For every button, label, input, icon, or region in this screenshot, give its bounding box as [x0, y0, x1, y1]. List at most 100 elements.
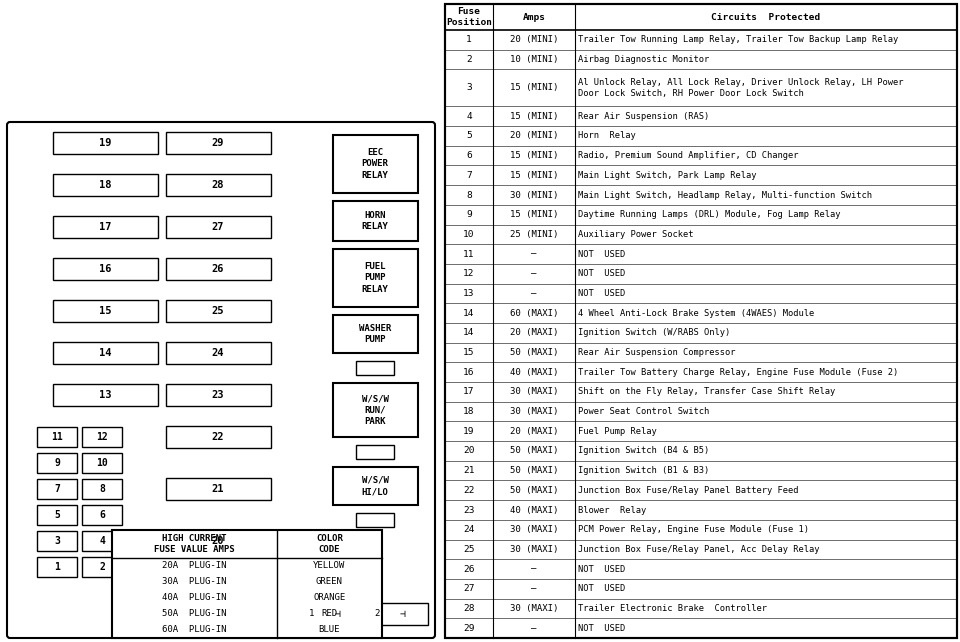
Text: 5: 5 [467, 132, 472, 141]
Text: W/S/W
HI/LO: W/S/W HI/LO [362, 476, 389, 496]
Text: 30 (MAXI): 30 (MAXI) [510, 407, 558, 416]
Text: 2: 2 [374, 609, 379, 618]
Bar [53, 342, 157, 364]
Bar [37, 531, 77, 551]
Text: 16: 16 [464, 368, 475, 377]
Text: 25: 25 [464, 545, 475, 554]
Bar [370, 603, 428, 625]
Text: 2: 2 [467, 55, 472, 64]
Text: 13: 13 [464, 289, 475, 298]
Text: FUEL
PUMP
RELAY: FUEL PUMP RELAY [362, 263, 389, 293]
Text: 4: 4 [467, 112, 472, 121]
Text: 3: 3 [54, 536, 60, 546]
Text: 22: 22 [464, 486, 475, 495]
Text: ORANGE: ORANGE [313, 593, 346, 602]
Text: Junction Box Fuse/Relay Panel, Acc Delay Relay: Junction Box Fuse/Relay Panel, Acc Delay… [578, 545, 820, 554]
Text: HORN
RELAY: HORN RELAY [362, 211, 389, 231]
Text: Trailer Tow Running Lamp Relay, Trailer Tow Backup Lamp Relay: Trailer Tow Running Lamp Relay, Trailer … [578, 35, 899, 44]
Text: 19: 19 [464, 427, 475, 436]
Bar [356, 513, 394, 527]
Bar [82, 427, 122, 447]
Bar [37, 453, 77, 473]
Text: NOT  USED: NOT USED [578, 564, 625, 573]
Text: 50 (MAXI): 50 (MAXI) [510, 466, 558, 475]
Text: RED: RED [322, 609, 337, 618]
Text: 21: 21 [464, 466, 475, 475]
Bar [165, 530, 271, 552]
Bar [53, 216, 157, 238]
Text: 29: 29 [464, 623, 475, 632]
Bar [445, 4, 957, 638]
Text: BLUE: BLUE [319, 625, 340, 634]
Bar [37, 557, 77, 577]
Text: 40A  PLUG-IN: 40A PLUG-IN [162, 593, 227, 602]
Text: 50 (MAXI): 50 (MAXI) [510, 348, 558, 357]
Text: 14: 14 [99, 348, 111, 358]
Text: 30 (MAXI): 30 (MAXI) [510, 604, 558, 613]
Text: 30 (MAXI): 30 (MAXI) [510, 545, 558, 554]
Text: NOT  USED: NOT USED [578, 623, 625, 632]
Text: 60A  PLUG-IN: 60A PLUG-IN [162, 625, 227, 634]
Text: NOT  USED: NOT USED [578, 269, 625, 278]
Text: 12: 12 [464, 269, 475, 278]
Text: Rear Air Suspension Compressor: Rear Air Suspension Compressor [578, 348, 735, 357]
Text: 1: 1 [309, 609, 314, 618]
Text: 20: 20 [464, 446, 475, 455]
Bar [332, 201, 418, 241]
Text: 30 (MAXI): 30 (MAXI) [510, 387, 558, 396]
Bar [356, 445, 394, 459]
Bar [332, 135, 418, 193]
Text: 25: 25 [212, 306, 225, 316]
Bar [82, 453, 122, 473]
Text: 15 (MINI): 15 (MINI) [510, 171, 558, 180]
Text: 28: 28 [464, 604, 475, 613]
Text: Trailer Electronic Brake  Controller: Trailer Electronic Brake Controller [578, 604, 767, 613]
Text: COLOR
CODE: COLOR CODE [316, 534, 343, 553]
Text: 20 (MINI): 20 (MINI) [510, 132, 558, 141]
Text: ⊣: ⊣ [400, 609, 406, 619]
Text: Junction Box Fuse/Relay Panel Battery Feed: Junction Box Fuse/Relay Panel Battery Fe… [578, 486, 799, 495]
Bar [305, 603, 363, 625]
Bar [82, 505, 122, 525]
Text: 29: 29 [212, 138, 225, 148]
Text: –: – [531, 250, 537, 259]
Text: Ignition Switch (W/RABS Only): Ignition Switch (W/RABS Only) [578, 328, 731, 337]
Text: ⊣: ⊣ [335, 609, 341, 619]
Text: 3: 3 [467, 83, 472, 92]
Bar [165, 478, 271, 500]
Text: NOT  USED: NOT USED [578, 250, 625, 259]
Text: 20 (MAXI): 20 (MAXI) [510, 328, 558, 337]
Bar [356, 361, 394, 375]
Text: 15 (MINI): 15 (MINI) [510, 151, 558, 160]
Bar [37, 505, 77, 525]
Text: 27: 27 [212, 222, 225, 232]
Text: 8: 8 [99, 484, 105, 494]
Bar [445, 4, 957, 638]
Text: 20A  PLUG-IN: 20A PLUG-IN [162, 562, 227, 571]
Text: 20: 20 [212, 536, 225, 546]
Text: 15 (MINI): 15 (MINI) [510, 112, 558, 121]
Text: 5: 5 [54, 510, 60, 520]
Text: 14: 14 [464, 328, 475, 337]
Text: 15 (MINI): 15 (MINI) [510, 210, 558, 219]
Text: Radio, Premium Sound Amplifier, CD Changer: Radio, Premium Sound Amplifier, CD Chang… [578, 151, 799, 160]
Text: 4: 4 [99, 536, 105, 546]
Text: 30 (MAXI): 30 (MAXI) [510, 525, 558, 534]
Text: Blower  Relay: Blower Relay [578, 505, 646, 514]
Text: Trailer Tow Battery Charge Relay, Engine Fuse Module (Fuse 2): Trailer Tow Battery Charge Relay, Engine… [578, 368, 899, 377]
Bar [53, 174, 157, 196]
Bar [53, 300, 157, 322]
Text: Circuits  Protected: Circuits Protected [711, 12, 821, 21]
Text: 26: 26 [464, 564, 475, 573]
Bar [332, 249, 418, 307]
Text: 15: 15 [464, 348, 475, 357]
Text: 20 (MINI): 20 (MINI) [510, 35, 558, 44]
Text: Auxiliary Power Socket: Auxiliary Power Socket [578, 230, 693, 239]
Text: 24: 24 [464, 525, 475, 534]
Text: Fuse
Position: Fuse Position [446, 7, 492, 27]
Text: NOT  USED: NOT USED [578, 584, 625, 593]
Text: Amps: Amps [522, 12, 545, 21]
Text: 50 (MAXI): 50 (MAXI) [510, 446, 558, 455]
Text: 11: 11 [51, 432, 62, 442]
Text: 60 (MAXI): 60 (MAXI) [510, 309, 558, 318]
